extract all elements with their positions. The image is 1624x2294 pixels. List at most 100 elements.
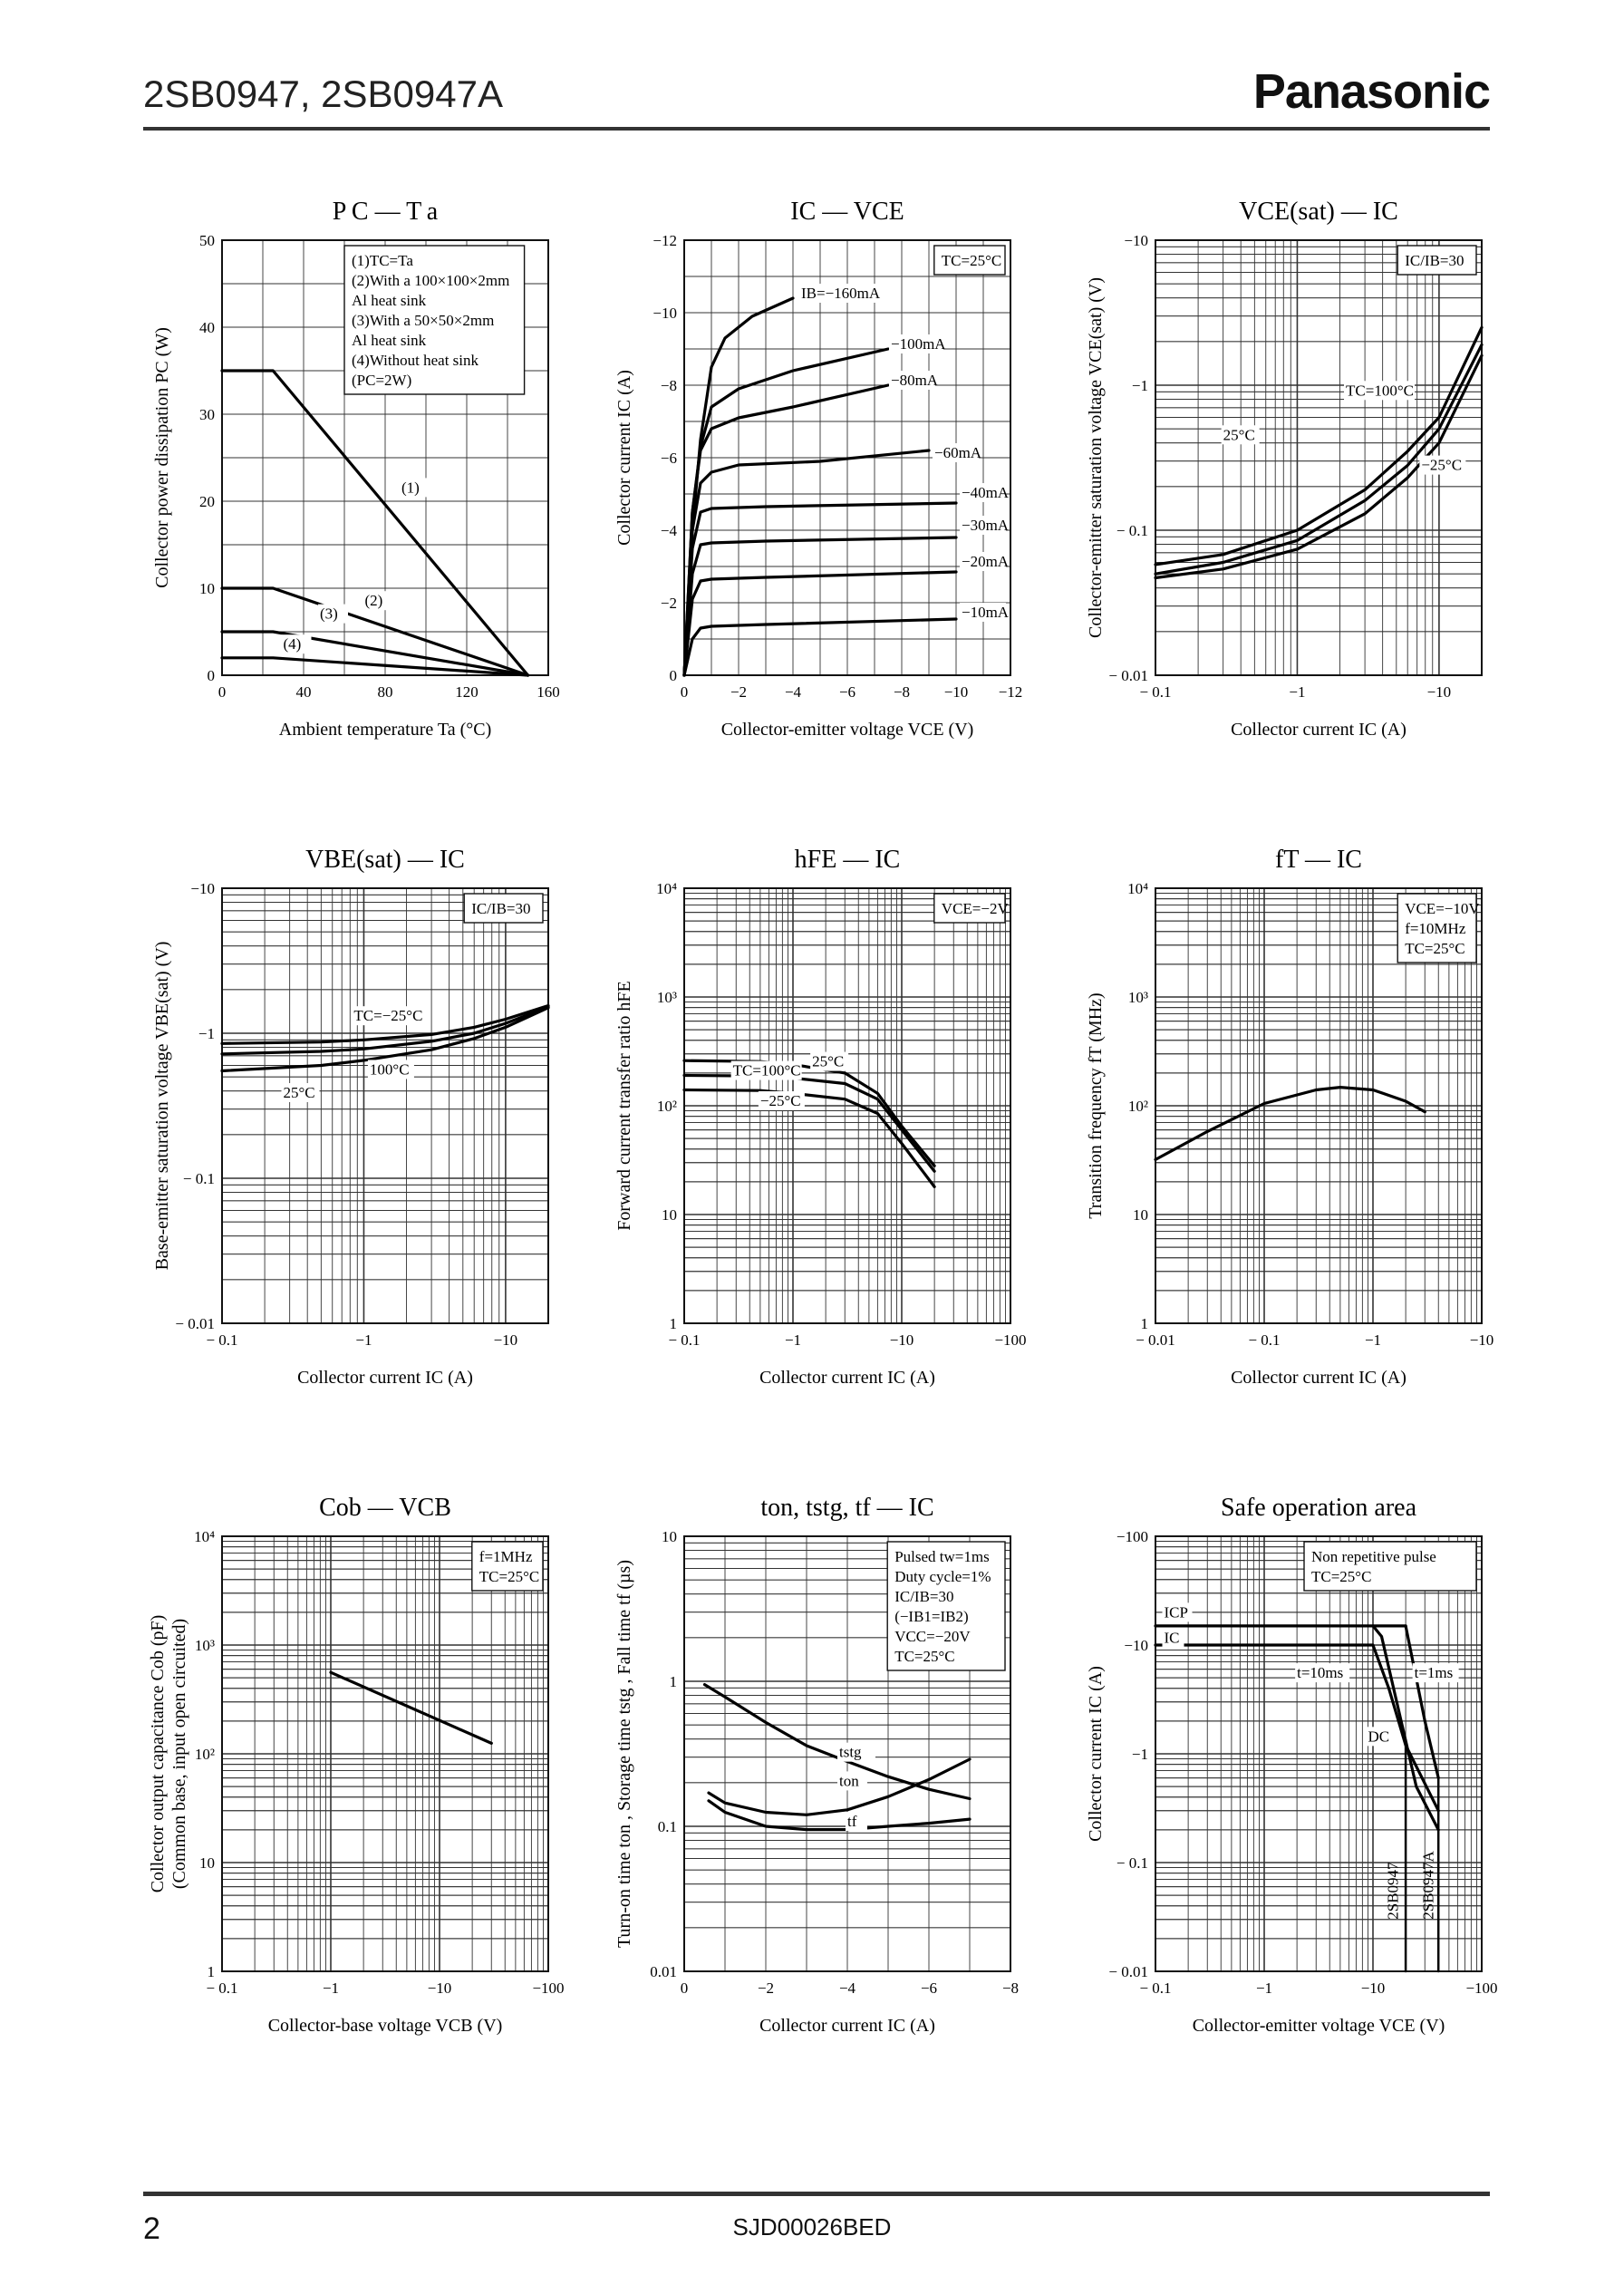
document-code: SJD00026BED: [732, 2213, 892, 2241]
x-axis-label: Collector-emitter voltage VCE (V): [721, 720, 974, 740]
y-tick-label: 50: [199, 232, 215, 249]
c7-frame: [221, 1535, 549, 1972]
curve-label: −80mA: [891, 372, 939, 389]
c9-frame: [1155, 1535, 1483, 1972]
y-tick-label: −10: [190, 880, 215, 897]
series-line-3: [1154, 353, 1484, 580]
legend-entry: VCE=−10V: [1405, 900, 1480, 917]
series-line-6: [682, 536, 958, 677]
x-tick-label: −10: [1427, 683, 1452, 701]
legend-box: [463, 893, 544, 924]
y-tick-label: 0.1: [658, 1818, 677, 1835]
c7-svg: − 0.1 −1 −10 −100 1 10 10² 10³ 10⁴ Cob — VCB Colle…: [148, 1494, 565, 2036]
chart-title: Cob — VCB: [319, 1494, 451, 1522]
c9-grid: [1155, 1535, 1483, 1972]
series-line-3: [220, 630, 530, 677]
x-tick-label: 0: [681, 1979, 689, 1997]
chart-title: P C — T a: [333, 198, 439, 226]
series-line-2: [220, 1006, 550, 1073]
curve-label: (3): [320, 605, 338, 623]
legend-entry: TC=25°C: [1311, 1568, 1371, 1585]
label-bg: [810, 1051, 849, 1071]
legend-box: [886, 1541, 1006, 1671]
legend-entry: IC/IB=30: [894, 1588, 953, 1605]
y-tick-label: − 0.1: [1116, 1854, 1148, 1872]
series-line-1: [1154, 1086, 1426, 1161]
curve-label: TC=100°C: [1346, 382, 1414, 399]
x-axis-label: Collector current IC (A): [1231, 1368, 1406, 1388]
x-tick-label: −2: [730, 683, 747, 701]
chart-switching-times: 0 −2 −4 −6 −8 0.01 0.1 1 10 ton, tstg, tf — IC Col…: [607, 1486, 1115, 2067]
chart-vcesat-ic: − 0.1 −1 −10− 0.01− 0.1 −1 −10 VCE(sat) — IC C…: [1078, 190, 1586, 770]
curve-label: TC=100°C: [733, 1062, 801, 1079]
series-line-3: [682, 383, 890, 677]
y-tick-label: 1: [670, 1315, 678, 1332]
y-tick-label: −12: [652, 232, 677, 249]
y-axis-label: Forward current transfer ratio hFE: [614, 981, 634, 1230]
curve-label: 25°C: [812, 1053, 844, 1070]
y-tick-label: −1: [1132, 1746, 1148, 1763]
legend-entry: TC=25°C: [479, 1568, 539, 1585]
x-tick-label: −12: [999, 683, 1023, 701]
legend-entry: f=10MHz: [1405, 920, 1466, 937]
c5-svg: − 0.1 −1 −10 −100 1 10 10² 10³ 10⁴ hFE — IC Collec…: [614, 846, 1027, 1388]
c8-grid: [684, 1535, 1010, 1972]
y-axis-label: Collector power dissipation PC (W): [152, 327, 172, 588]
c2-frame: [683, 239, 1011, 676]
legend-entry: (−IB1=IB2): [894, 1608, 968, 1625]
curve-label: 100°C: [370, 1060, 410, 1078]
curve-label: −20mA: [962, 553, 1010, 570]
y-tick-label: 10: [1133, 1206, 1148, 1224]
x-tick-label: −4: [785, 683, 802, 701]
x-tick-label: −1: [323, 1979, 339, 1997]
y-tick-label: −10: [1124, 1637, 1148, 1654]
x-tick-label: 40: [296, 683, 312, 701]
chart-title: VCE(sat) — IC: [1239, 198, 1398, 226]
curve-label: (2): [365, 592, 383, 609]
y-tick-label: − 0.01: [1108, 1963, 1148, 1980]
c3-frame: [1155, 239, 1483, 676]
c6-svg: − 0.01 − 0.1 −1 −10 1 10 10² 10³ 10⁴ fT — IC Colle…: [1086, 846, 1494, 1388]
legend-box: [1397, 893, 1477, 963]
series-line-4: [1404, 1624, 1440, 1780]
y-axis-label: Collector current IC (A): [1086, 1666, 1106, 1842]
x-tick-label: − 0.1: [206, 1331, 237, 1349]
x-axis-label: Collector current IC (A): [297, 1368, 473, 1388]
y-tick-label: −4: [661, 522, 678, 539]
c8-svg: 0 −2 −4 −6 −8 0.01 0.1 1 10 ton, tstg, tf — IC Col…: [614, 1494, 1019, 2036]
y-tick-label: − 0.1: [1116, 522, 1148, 539]
document-title: 2SB0947, 2SB0947A: [143, 73, 503, 115]
x-tick-label: 120: [455, 683, 478, 701]
legend-entry: TC=25°C: [894, 1648, 954, 1665]
x-tick-label: −10: [944, 683, 969, 701]
label-bg: [799, 284, 878, 303]
label-bg: [960, 552, 1006, 571]
chart-ic-vce: 0 −2 −4 −6 −8 −10 −12 0 −2 −4 −6 −8 −10 −12 IC — VCE Co…: [607, 190, 1115, 770]
legend-entry: TC=25°C: [1405, 940, 1464, 957]
legend-box: [1303, 1541, 1477, 1592]
y-tick-label: 0.01: [650, 1963, 677, 1980]
c1-frame: [221, 239, 549, 676]
y-tick-label: 10²: [657, 1098, 677, 1115]
curve-label: −40mA: [962, 484, 1010, 501]
y-tick-label: 40: [199, 319, 215, 336]
curve-label: −25°C: [1421, 457, 1462, 474]
series-line-1: [1154, 325, 1484, 566]
legend-entry: VCC=−20V: [894, 1628, 971, 1645]
label-bg: [1366, 1727, 1388, 1747]
y-tick-label: −10: [652, 305, 677, 322]
legend-entry: VCE=−2V: [942, 900, 1010, 917]
y-tick-label: 10²: [195, 1746, 215, 1763]
x-tick-label: −1: [1365, 1331, 1381, 1349]
y-axis-label: Collector-emitter saturation voltage VCE…: [1086, 277, 1106, 638]
x-tick-label: −1: [785, 1331, 801, 1349]
y-tick-label: −8: [661, 377, 677, 394]
legend-entry: IC/IB=30: [471, 900, 530, 917]
y-axis-label-2: (Common base, input open circuited): [169, 1619, 189, 1889]
x-axis-label: Ambient temperature Ta (°C): [279, 720, 491, 740]
label-bg: [352, 1006, 423, 1026]
y-tick-label: −2: [661, 595, 677, 612]
x-tick-label: 160: [536, 683, 560, 701]
curve-label: −10mA: [962, 604, 1010, 621]
